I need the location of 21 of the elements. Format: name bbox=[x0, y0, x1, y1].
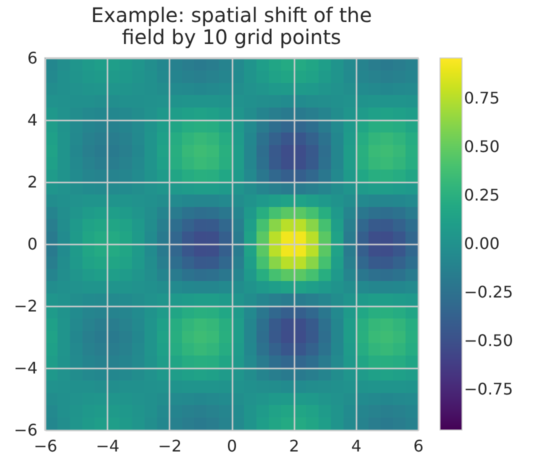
color-bar-label: 0.25 bbox=[464, 186, 500, 205]
x-tick-label: 2 bbox=[289, 436, 300, 456]
color-bar-label: 0.50 bbox=[464, 137, 500, 156]
x-tick-label: −2 bbox=[158, 436, 182, 456]
y-tick-label: −2 bbox=[14, 296, 38, 316]
x-tick-label: 4 bbox=[351, 436, 362, 456]
y-tick-label: 2 bbox=[27, 172, 38, 192]
x-tick-label: 0 bbox=[226, 436, 238, 456]
color-bar-label: −0.50 bbox=[464, 330, 514, 350]
y-tick-label: −6 bbox=[14, 420, 38, 440]
chart-title: Example: spatial shift of the field by 10 grid points bbox=[91, 3, 372, 49]
color-bar-label: −0.25 bbox=[464, 282, 514, 302]
y-tick-label: 0 bbox=[27, 234, 38, 254]
color-bar-label: 0.00 bbox=[464, 234, 500, 253]
color-bar-label: 0.75 bbox=[464, 88, 500, 108]
y-tick-label: −4 bbox=[14, 358, 38, 378]
color-bar-label: −0.75 bbox=[464, 379, 514, 398]
x-tick-label: −4 bbox=[96, 436, 120, 456]
y-tick-label: 4 bbox=[27, 110, 38, 130]
y-tick-label: 6 bbox=[27, 48, 38, 68]
x-tick-label: 6 bbox=[413, 436, 424, 456]
